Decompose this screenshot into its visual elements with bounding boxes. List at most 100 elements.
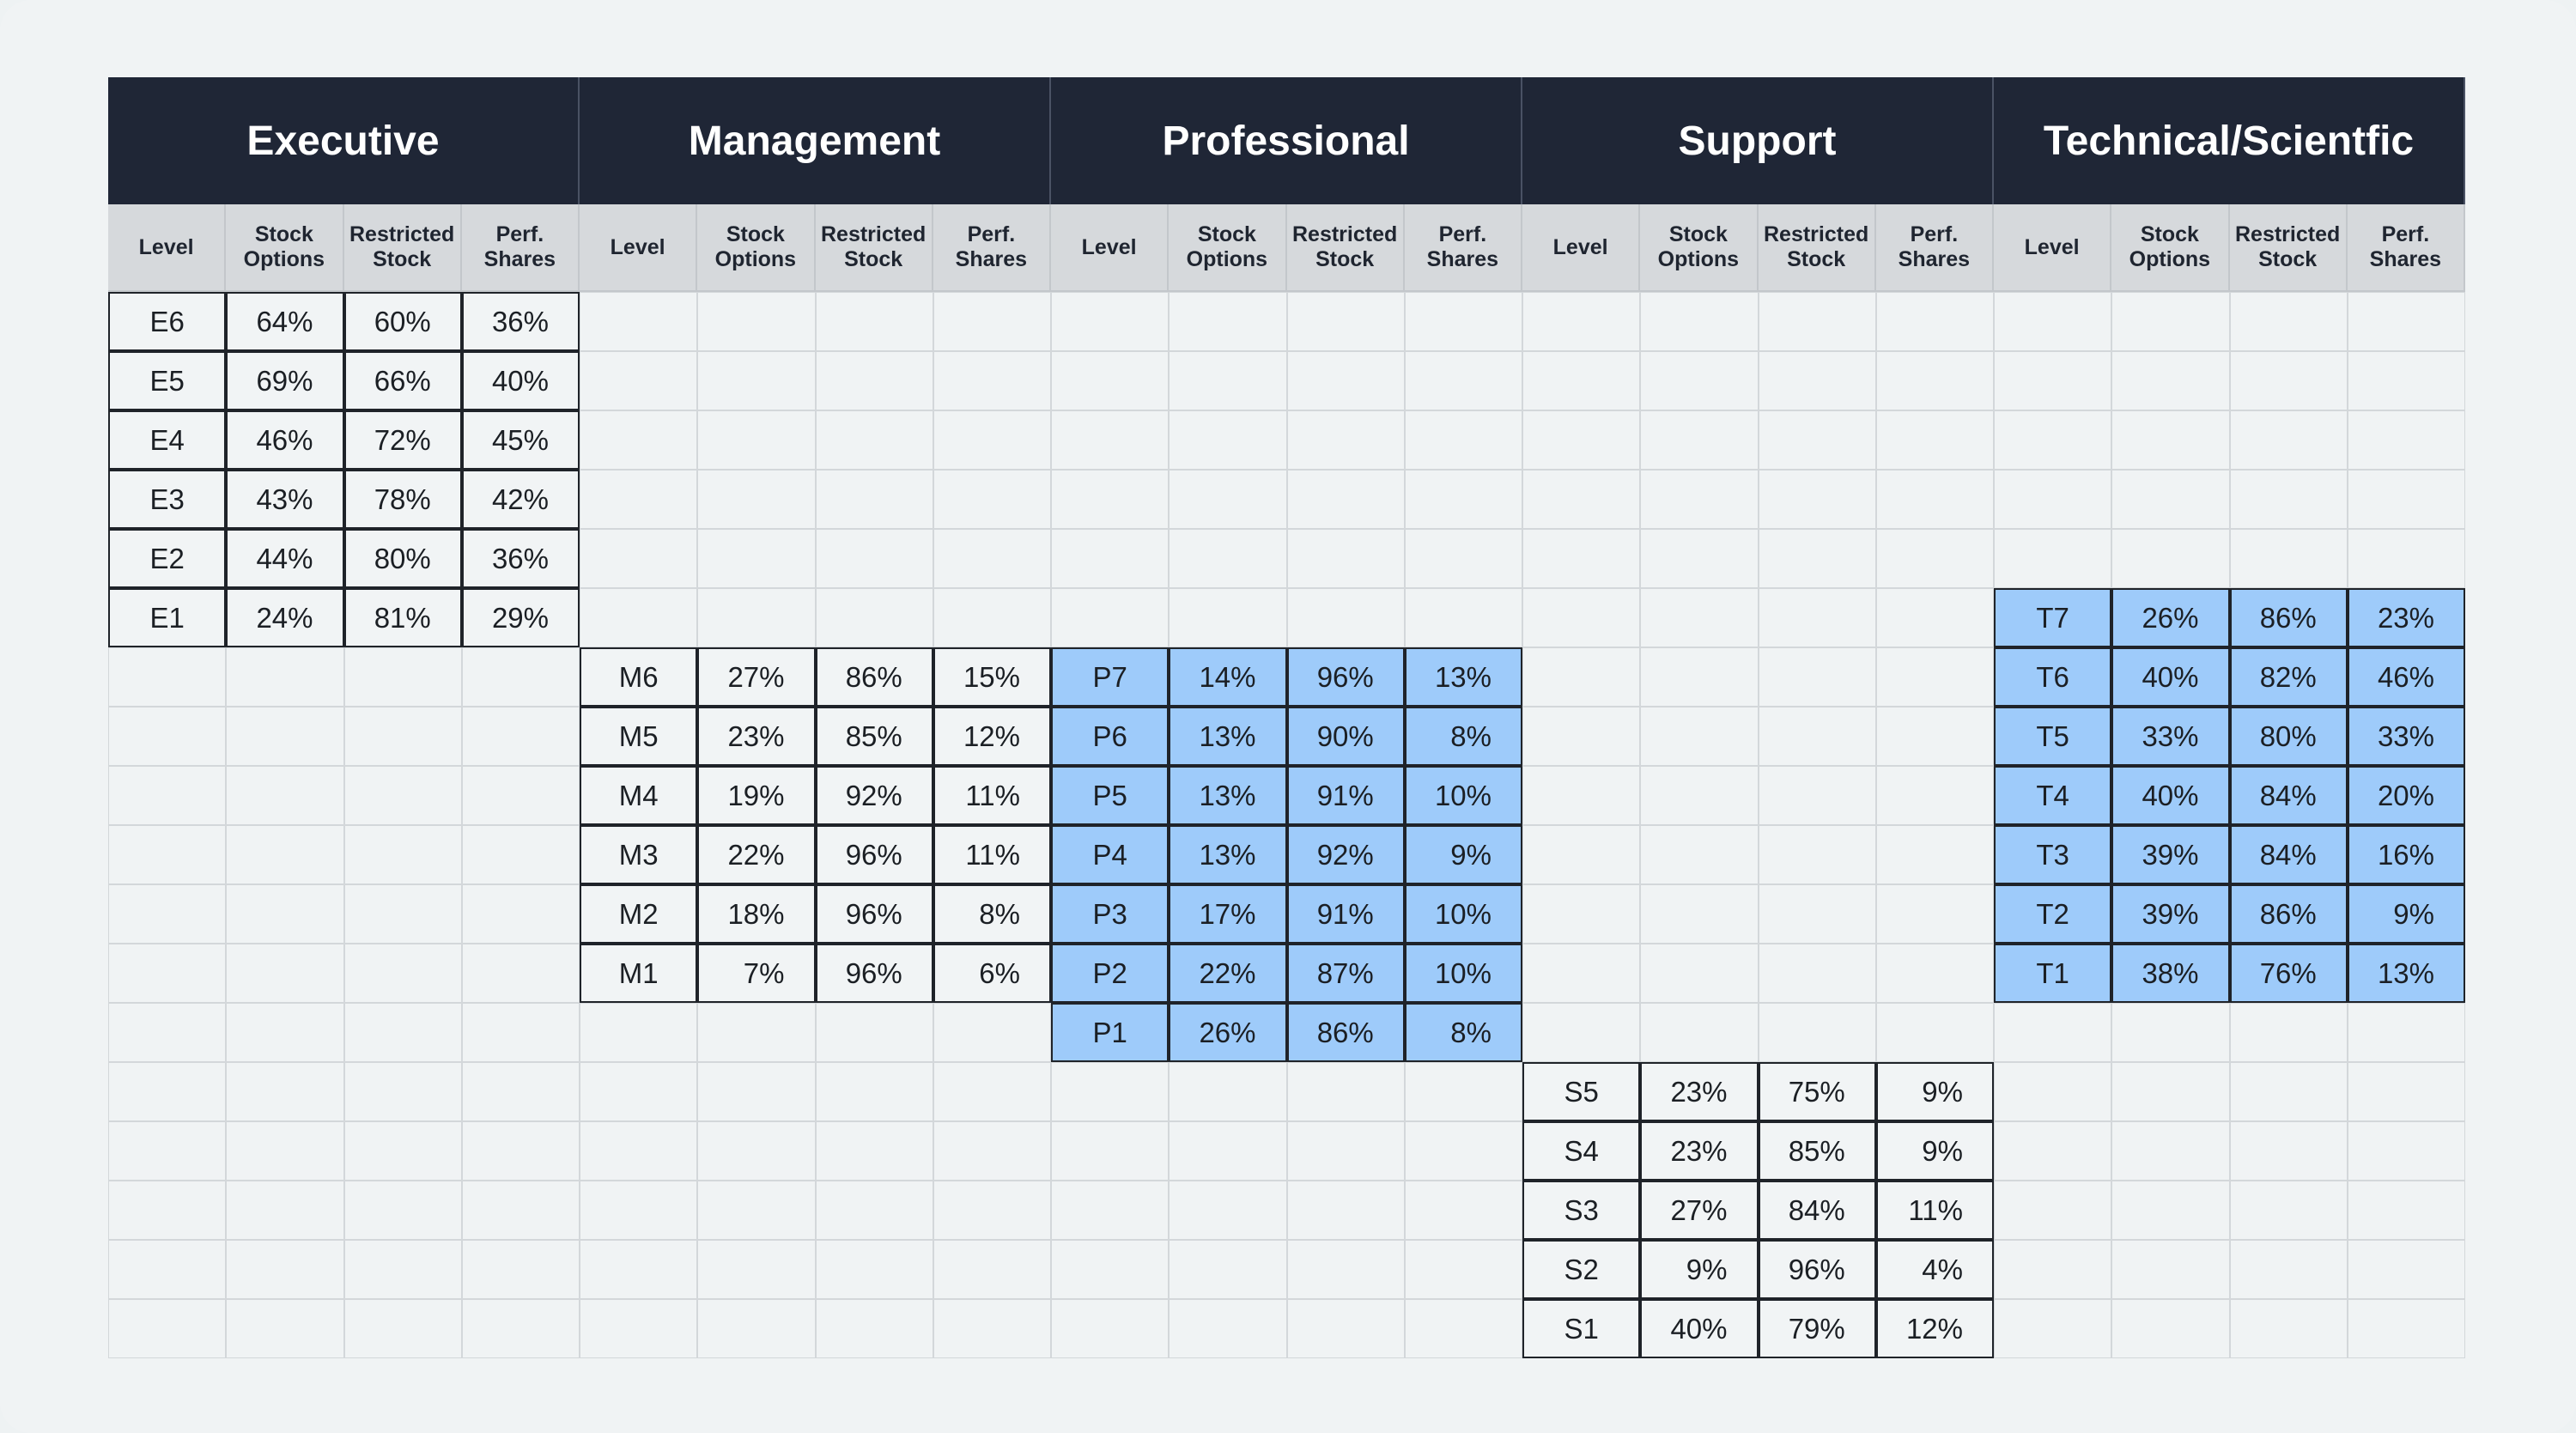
empty-cell bbox=[1994, 351, 2112, 410]
empty-cell bbox=[2347, 1181, 2465, 1240]
table-cell-perf-shares: 42% bbox=[461, 470, 580, 529]
empty-cell bbox=[815, 292, 933, 351]
empty-cell bbox=[461, 766, 580, 825]
table-cell-level: T2 bbox=[1994, 884, 2112, 944]
empty-cell bbox=[580, 351, 698, 410]
empty-cell bbox=[1522, 707, 1641, 766]
empty-cell bbox=[697, 529, 816, 588]
empty-cell bbox=[2347, 1121, 2465, 1181]
empty-cell bbox=[2229, 1003, 2348, 1062]
table-cell-restricted-stock: 78% bbox=[343, 470, 462, 529]
table-cell-level: E4 bbox=[108, 410, 227, 470]
empty-cell bbox=[1169, 1062, 1287, 1121]
empty-cell bbox=[1286, 351, 1405, 410]
empty-cell bbox=[1875, 825, 1994, 884]
empty-cell bbox=[1051, 470, 1170, 529]
empty-cell bbox=[226, 1062, 344, 1121]
empty-cell bbox=[461, 1181, 580, 1240]
empty-cell bbox=[1994, 470, 2112, 529]
column-header-restricted-stock: Restricted Stock bbox=[343, 204, 462, 292]
empty-cell bbox=[815, 351, 933, 410]
empty-cell bbox=[1758, 470, 1876, 529]
table-cell-restricted-stock: 81% bbox=[343, 588, 462, 647]
table-cell-restricted-stock: 91% bbox=[1286, 884, 1405, 944]
empty-cell bbox=[2347, 470, 2465, 529]
empty-cell bbox=[1286, 1240, 1405, 1299]
empty-cell bbox=[580, 1240, 698, 1299]
empty-cell bbox=[815, 1121, 933, 1181]
table-cell-perf-shares: 45% bbox=[461, 410, 580, 470]
empty-cell bbox=[1286, 529, 1405, 588]
table-cell-stock-options: 9% bbox=[1640, 1240, 1759, 1299]
empty-cell bbox=[1994, 410, 2112, 470]
empty-cell bbox=[1758, 944, 1876, 1003]
group-header-professional: Professional bbox=[1051, 77, 1522, 204]
empty-cell bbox=[2111, 470, 2230, 529]
table-cell-restricted-stock: 76% bbox=[2229, 944, 2348, 1003]
table-cell-level: P2 bbox=[1051, 944, 1170, 1003]
empty-cell bbox=[1522, 470, 1641, 529]
table-cell-perf-shares: 10% bbox=[1404, 766, 1522, 825]
empty-cell bbox=[1169, 1181, 1287, 1240]
empty-cell bbox=[933, 351, 1051, 410]
empty-cell bbox=[1169, 1299, 1287, 1358]
empty-cell bbox=[108, 1062, 227, 1121]
empty-cell bbox=[1286, 1299, 1405, 1358]
empty-cell bbox=[815, 470, 933, 529]
column-header-stock-options: Stock Options bbox=[2111, 204, 2230, 292]
empty-cell bbox=[108, 1003, 227, 1062]
table-cell-stock-options: 24% bbox=[226, 588, 344, 647]
empty-cell bbox=[108, 1299, 227, 1358]
empty-cell bbox=[1522, 944, 1641, 1003]
empty-cell bbox=[697, 1062, 816, 1121]
empty-cell bbox=[343, 766, 462, 825]
empty-cell bbox=[2347, 410, 2465, 470]
empty-cell bbox=[2111, 1121, 2230, 1181]
empty-cell bbox=[2229, 410, 2348, 470]
empty-cell bbox=[1994, 1299, 2112, 1358]
empty-cell bbox=[461, 944, 580, 1003]
table-cell-level: S1 bbox=[1522, 1299, 1641, 1358]
table-cell-restricted-stock: 90% bbox=[1286, 707, 1405, 766]
empty-cell bbox=[2347, 351, 2465, 410]
table-cell-perf-shares: 8% bbox=[933, 884, 1051, 944]
table-cell-level: P1 bbox=[1051, 1003, 1170, 1062]
table-cell-stock-options: 27% bbox=[1640, 1181, 1759, 1240]
table-cell-restricted-stock: 96% bbox=[815, 825, 933, 884]
empty-cell bbox=[1758, 1003, 1876, 1062]
table-cell-perf-shares: 13% bbox=[2347, 944, 2465, 1003]
empty-cell bbox=[226, 1121, 344, 1181]
empty-cell bbox=[1640, 1003, 1759, 1062]
empty-cell bbox=[1994, 1181, 2112, 1240]
empty-cell bbox=[1875, 884, 1994, 944]
empty-cell bbox=[226, 884, 344, 944]
table-cell-perf-shares: 11% bbox=[933, 766, 1051, 825]
table-cell-perf-shares: 10% bbox=[1404, 884, 1522, 944]
table-cell-stock-options: 13% bbox=[1169, 825, 1287, 884]
empty-cell bbox=[1286, 470, 1405, 529]
empty-cell bbox=[933, 470, 1051, 529]
table-cell-restricted-stock: 60% bbox=[343, 292, 462, 351]
table-cell-stock-options: 46% bbox=[226, 410, 344, 470]
empty-cell bbox=[815, 1062, 933, 1121]
table-cell-restricted-stock: 75% bbox=[1758, 1062, 1876, 1121]
table-cell-level: M6 bbox=[580, 647, 698, 707]
empty-cell bbox=[1640, 470, 1759, 529]
empty-cell bbox=[461, 884, 580, 944]
table-cell-stock-options: 26% bbox=[1169, 1003, 1287, 1062]
empty-cell bbox=[815, 588, 933, 647]
table-cell-restricted-stock: 96% bbox=[815, 884, 933, 944]
empty-cell bbox=[1640, 766, 1759, 825]
empty-cell bbox=[1875, 529, 1994, 588]
table-cell-perf-shares: 40% bbox=[461, 351, 580, 410]
table-cell-stock-options: 33% bbox=[2111, 707, 2230, 766]
empty-cell bbox=[815, 529, 933, 588]
empty-cell bbox=[933, 1003, 1051, 1062]
table-cell-level: M4 bbox=[580, 766, 698, 825]
empty-cell bbox=[2111, 1240, 2230, 1299]
table-cell-restricted-stock: 80% bbox=[2229, 707, 2348, 766]
empty-cell bbox=[2347, 1003, 2465, 1062]
empty-cell bbox=[1051, 1062, 1170, 1121]
empty-cell bbox=[1994, 1240, 2112, 1299]
